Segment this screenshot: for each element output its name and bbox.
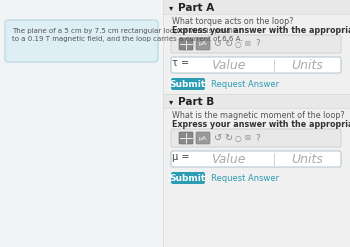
Text: μA: μA xyxy=(199,41,207,46)
Text: μ =: μ = xyxy=(172,152,189,162)
Text: ○: ○ xyxy=(235,133,241,143)
Text: Part A: Part A xyxy=(178,3,214,13)
FancyBboxPatch shape xyxy=(171,129,341,147)
Text: Submit: Submit xyxy=(170,80,206,88)
FancyBboxPatch shape xyxy=(171,57,341,73)
Bar xyxy=(163,0,350,247)
Bar xyxy=(163,94,350,108)
Text: Express your answer with the appropriate units.: Express your answer with the appropriate… xyxy=(172,120,350,129)
Text: τ =: τ = xyxy=(172,58,189,68)
FancyBboxPatch shape xyxy=(196,38,210,50)
FancyBboxPatch shape xyxy=(196,132,210,144)
Text: ○: ○ xyxy=(235,40,241,48)
Text: The plane of a 5 cm by 7.5 cm rectangular loop of wire is parallel: The plane of a 5 cm by 7.5 cm rectangula… xyxy=(12,28,240,34)
Text: ↻: ↻ xyxy=(224,133,232,143)
Text: ↻: ↻ xyxy=(224,39,232,49)
Text: What is the magnetic moment of the loop?: What is the magnetic moment of the loop? xyxy=(172,111,345,120)
Text: Submit: Submit xyxy=(170,173,206,183)
Text: ✉: ✉ xyxy=(245,135,251,141)
Text: Request Answer: Request Answer xyxy=(211,80,279,88)
Text: ?: ? xyxy=(256,40,260,48)
FancyBboxPatch shape xyxy=(179,38,193,50)
FancyBboxPatch shape xyxy=(171,35,341,53)
Text: μA: μA xyxy=(199,136,207,141)
Text: Value: Value xyxy=(211,152,245,165)
FancyBboxPatch shape xyxy=(179,132,193,144)
Text: ✉: ✉ xyxy=(245,41,251,47)
FancyBboxPatch shape xyxy=(171,151,341,167)
FancyBboxPatch shape xyxy=(5,20,158,62)
Text: ▾: ▾ xyxy=(169,3,173,12)
Text: Request Answer: Request Answer xyxy=(211,173,279,183)
Text: ?: ? xyxy=(256,133,260,143)
Text: ↺: ↺ xyxy=(214,133,222,143)
Text: to a 0.19 T magnetic field, and the loop carries a current of 6.6 A.: to a 0.19 T magnetic field, and the loop… xyxy=(12,36,243,42)
Text: Units: Units xyxy=(292,59,323,71)
Text: Express your answer with the appropriate units.: Express your answer with the appropriate… xyxy=(172,26,350,35)
FancyBboxPatch shape xyxy=(171,78,205,90)
FancyBboxPatch shape xyxy=(171,172,205,184)
Text: Value: Value xyxy=(211,59,245,71)
Text: What torque acts on the loop?: What torque acts on the loop? xyxy=(172,17,294,26)
Text: ↺: ↺ xyxy=(214,39,222,49)
Text: Part B: Part B xyxy=(178,97,214,107)
Text: ▾: ▾ xyxy=(169,97,173,106)
Bar xyxy=(163,0,350,14)
Text: Units: Units xyxy=(292,152,323,165)
